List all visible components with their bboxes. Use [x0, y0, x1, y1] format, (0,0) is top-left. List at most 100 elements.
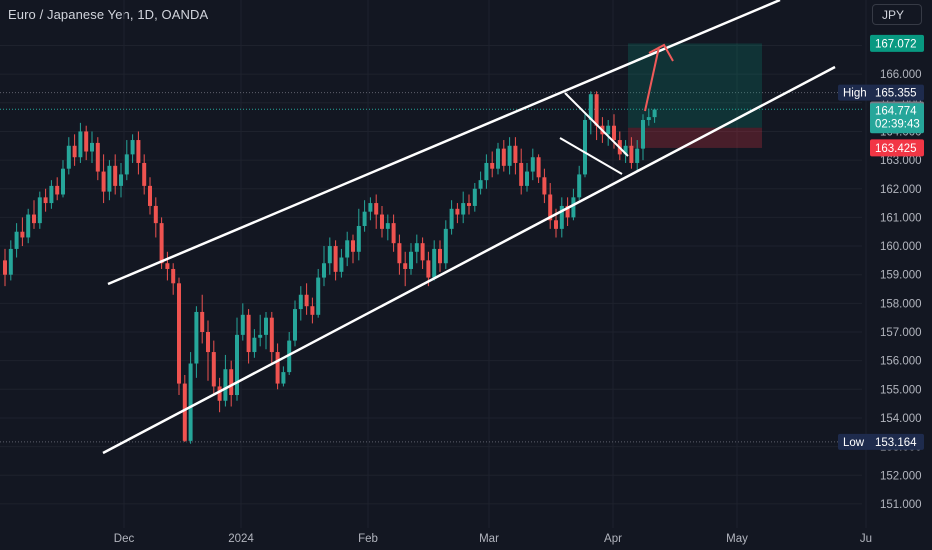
candle-body [403, 263, 408, 269]
candle-body [188, 363, 193, 441]
candle-body [351, 240, 355, 252]
candle-body [443, 228, 448, 264]
candle-body [345, 240, 350, 258]
chart-title: Euro / Japanese Yen, 1D, OANDA [8, 7, 209, 22]
candle-body [368, 203, 373, 212]
candle-body [90, 142, 94, 152]
price-tick-label: 166.000 [880, 69, 922, 81]
candle-body [43, 197, 48, 204]
candle-body [588, 94, 593, 120]
projection-arrow-line [644, 46, 660, 112]
candle-body [432, 248, 437, 278]
stop-price-tag-bg [870, 139, 924, 157]
candle-body [333, 246, 338, 272]
price-tick-label: 160.000 [880, 241, 922, 253]
price-tick-label: 158.000 [880, 298, 922, 310]
time-axis: Dec 2024 Feb Mar Apr May Ju [114, 533, 872, 545]
candle-body [211, 352, 216, 387]
high-tag-bg [838, 84, 924, 101]
last-price-tag: 164.774 [875, 105, 917, 117]
price-tick-label: 161.000 [880, 212, 922, 224]
candle-body [594, 94, 599, 126]
candle-body [455, 208, 460, 215]
candles [3, 91, 657, 444]
candle-body [380, 214, 384, 229]
candle-body [438, 248, 442, 264]
candle-body [397, 243, 402, 264]
candle-body [356, 225, 361, 252]
high-tag-label: High [843, 88, 867, 100]
price-tick-label: 154.000 [880, 413, 922, 425]
candle-body [414, 243, 419, 252]
candle-body [606, 125, 611, 135]
countdown-label: 02:39:43 [875, 118, 920, 130]
candle-body [37, 197, 42, 224]
candle-body [519, 162, 524, 186]
candle-body [409, 251, 413, 269]
price-tick-label: 159.000 [880, 270, 922, 282]
candle-body [217, 386, 222, 401]
candle-body [461, 203, 466, 215]
candle-body [554, 220, 558, 229]
candle-body [525, 171, 529, 186]
candle-body [530, 157, 535, 172]
candle-body [490, 162, 495, 169]
candle-body [26, 214, 31, 238]
candle-body [72, 145, 77, 158]
candle-body [252, 337, 257, 353]
candle-body [339, 257, 344, 272]
candle-body [322, 263, 326, 278]
candle-body [641, 119, 645, 149]
candle-body [159, 223, 164, 264]
candle-body [55, 185, 60, 195]
candle-body [171, 268, 176, 284]
candle-body [646, 117, 651, 120]
stop-zone [628, 127, 762, 148]
candle-body [136, 140, 141, 163]
candle-body [206, 332, 210, 353]
candle-body [182, 383, 187, 441]
candle-body [327, 246, 332, 264]
trend-drawings [102, 0, 836, 455]
candle-body [612, 125, 616, 141]
low-tag-label: Low [843, 437, 865, 449]
candle-body [148, 185, 152, 206]
candle-body [449, 208, 454, 229]
candle-body [240, 314, 245, 335]
candle-body [385, 223, 390, 229]
price-tick-label: 157.000 [880, 327, 922, 339]
low-tag-value: 153.164 [875, 437, 917, 449]
candle-body [623, 145, 628, 155]
candle-body [194, 311, 199, 364]
candle-body [478, 180, 483, 189]
time-tick-label: Dec [114, 533, 135, 545]
grid-lines [0, 0, 867, 528]
time-tick-label: 2024 [228, 533, 254, 545]
candle-body [235, 334, 239, 396]
candle-body [467, 203, 471, 206]
price-tick-label: 151.000 [880, 499, 922, 511]
candle-body [281, 372, 286, 384]
candle-body [49, 185, 54, 204]
candle-body [507, 145, 512, 166]
target-price-tag: 167.072 [875, 38, 917, 50]
candle-body [258, 334, 263, 338]
candle-body [542, 177, 547, 195]
candle-body [84, 131, 89, 152]
time-tick-label: Ju [860, 533, 872, 545]
channel-lower-line [102, 65, 836, 455]
candle-body [362, 211, 367, 226]
candle-body [119, 174, 123, 186]
candle-body [130, 140, 135, 155]
currency-selector-button[interactable]: JPY [872, 4, 922, 25]
candle-body [374, 203, 379, 215]
candle-body [8, 248, 13, 275]
flag-lower-line [559, 137, 623, 175]
candle-body [565, 205, 570, 218]
candle-body [472, 188, 477, 206]
time-tick-label: Mar [479, 533, 499, 545]
price-tick-label: 163.000 [880, 155, 922, 167]
price-tick-label: 152.000 [880, 470, 922, 482]
candle-body [20, 231, 25, 238]
